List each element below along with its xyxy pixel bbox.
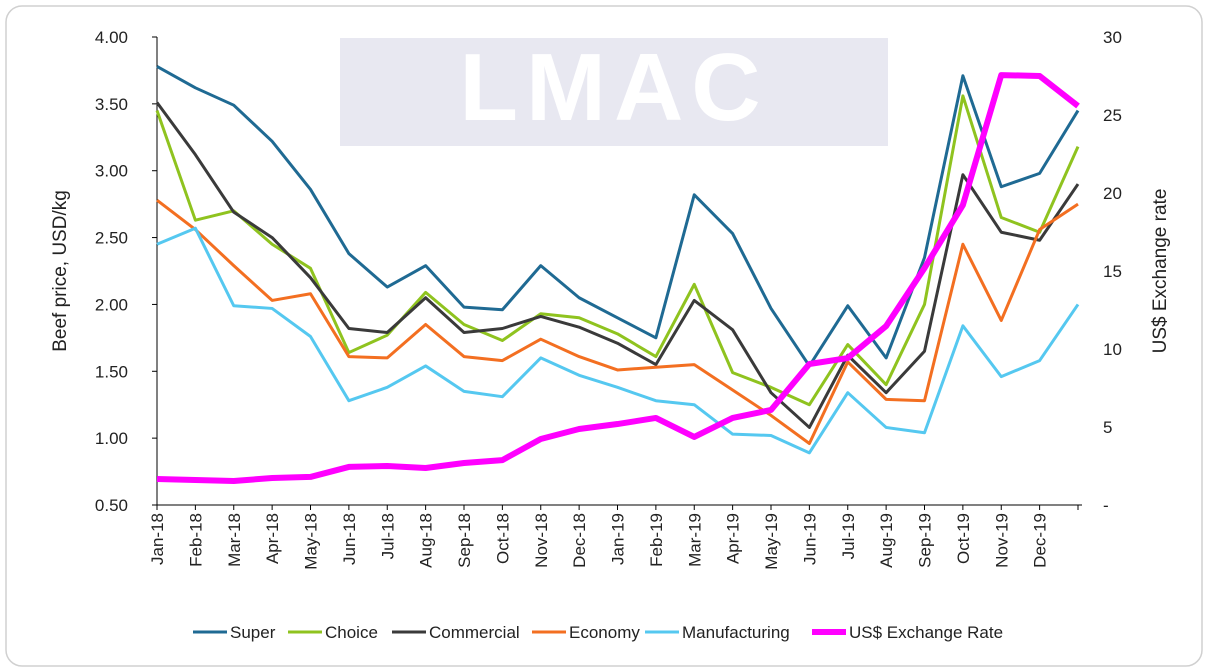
y-axis-label: Beef price, USD/kg <box>50 190 71 352</box>
y2-tick-label: 15 <box>1103 262 1122 281</box>
legend-label: Choice <box>325 623 378 642</box>
y-tick-label: 2.00 <box>95 295 128 314</box>
x-tick-label: Jun-18 <box>340 513 359 565</box>
y-tick-label: 3.50 <box>95 95 128 114</box>
x-tick-label: Jun-19 <box>800 513 819 565</box>
watermark-box <box>340 38 888 146</box>
x-tick-label: Apr-19 <box>724 513 743 564</box>
x-tick-label: Aug-19 <box>877 513 896 568</box>
series-line <box>156 65 1080 368</box>
y2-tick-label: 20 <box>1103 184 1122 203</box>
y-tick-label: 4.00 <box>95 28 128 47</box>
x-tick-label: Feb-19 <box>647 513 666 567</box>
y2-tick-label: - <box>1103 496 1109 515</box>
x-tick-label: Apr-18 <box>263 513 282 564</box>
x-tick-label: Jul-19 <box>839 513 858 559</box>
y-tick-label: 1.50 <box>95 362 128 381</box>
x-tick-label: May-19 <box>762 513 781 570</box>
y-tick-label: 0.50 <box>95 496 128 515</box>
x-tick-label: Jul-18 <box>378 513 397 559</box>
watermark: LMAC <box>459 34 768 141</box>
x-tick-label: Mar-19 <box>685 513 704 567</box>
series-line <box>156 198 1079 445</box>
legend-label: Manufacturing <box>682 623 790 642</box>
x-tick-label: Jan-18 <box>148 513 167 565</box>
x-tick-label: Oct-19 <box>954 513 973 564</box>
x-tick-label: Jan-19 <box>609 513 628 565</box>
y2-tick-label: 5 <box>1103 418 1112 437</box>
x-tick-label: May-18 <box>302 513 321 570</box>
x-tick-label: Feb-18 <box>186 513 205 567</box>
series-line <box>155 101 1080 429</box>
series-line <box>156 226 1080 455</box>
y-tick-label: 3.00 <box>95 162 128 181</box>
x-tick-label: Mar-18 <box>225 513 244 567</box>
x-tick-label: Sep-19 <box>916 513 935 568</box>
legend-label: US$ Exchange Rate <box>849 623 1003 642</box>
x-tick-label: Sep-18 <box>455 513 474 568</box>
x-tick-label: Nov-19 <box>992 513 1011 568</box>
x-tick-label: Dec-19 <box>1031 513 1050 568</box>
legend-label: Super <box>230 623 276 642</box>
x-tick-label: Nov-18 <box>532 513 551 568</box>
legend-label: Economy <box>569 623 640 642</box>
y2-tick-label: 25 <box>1103 106 1122 125</box>
y-tick-label: 2.50 <box>95 229 128 248</box>
x-tick-label: Dec-18 <box>570 513 589 568</box>
x-tick-label: Oct-18 <box>493 513 512 564</box>
y-tick-label: 1.00 <box>95 429 128 448</box>
series-line <box>156 72 1080 484</box>
x-tick-label: Aug-18 <box>417 513 436 568</box>
legend-label: Commercial <box>429 623 520 642</box>
y2-tick-label: 10 <box>1103 340 1122 359</box>
y2-axis-label: US$ Exchange rate <box>1150 189 1171 354</box>
series-line <box>155 94 1080 407</box>
y2-tick-label: 30 <box>1103 28 1122 47</box>
